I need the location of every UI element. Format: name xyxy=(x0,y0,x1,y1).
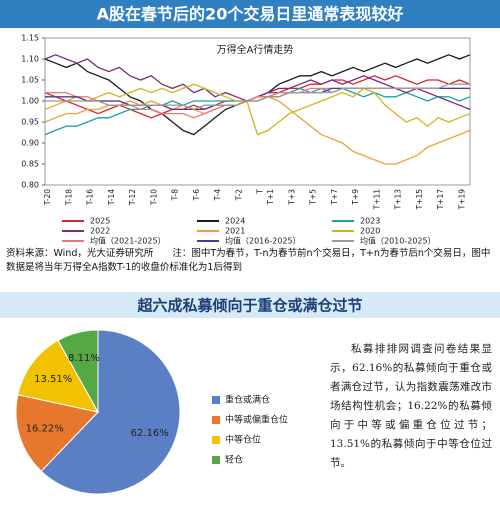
line xyxy=(44,83,471,136)
y-tick-label: 0.95 xyxy=(21,118,39,127)
x-tick-label: T+7 xyxy=(330,189,339,206)
x-tick-label: T-8 xyxy=(171,189,180,202)
legend-label: 中等或偏重仓位 xyxy=(225,414,288,426)
legend-swatch xyxy=(212,396,220,404)
y-tick-label: 1.00 xyxy=(21,97,39,106)
legend-label: 均值（2021-2025） xyxy=(90,236,166,246)
legend-label: 中等仓位 xyxy=(225,434,261,446)
x-tick-label: T-6 xyxy=(192,189,201,202)
banner xyxy=(0,0,500,28)
x-tick-label: T+15 xyxy=(415,189,424,211)
pie-slice xyxy=(40,329,181,495)
x-tick-label: T+13 xyxy=(394,189,403,211)
pie-slice xyxy=(15,394,99,472)
y-tick-label: 1.15 xyxy=(21,34,39,43)
legend-label: 重仓或满仓 xyxy=(225,394,270,406)
x-tick-label: T-20 xyxy=(43,189,52,206)
x-tick-label: T-18 xyxy=(64,189,73,206)
chart-title: A股在春节后的20个交易日里通常表现较好 xyxy=(97,5,404,24)
legend-swatch xyxy=(212,416,220,424)
legend-label: 2020 xyxy=(360,227,380,236)
data-label: 16.22% xyxy=(26,423,64,434)
x-tick-label: T-12 xyxy=(128,189,137,206)
y-tick-label: 0.90 xyxy=(21,139,39,148)
legend-label: 2021 xyxy=(225,227,245,236)
chart-title: 超六成私募倾向于重仓或满仓过节 xyxy=(136,297,362,315)
x-tick-label: T-14 xyxy=(107,189,116,206)
x-tick-label: T-4 xyxy=(213,189,222,202)
legend-label: 均值（2010-2025） xyxy=(360,236,436,246)
x-tick-label: T+19 xyxy=(457,189,466,211)
x-tick-label: T+11 xyxy=(372,189,381,211)
line xyxy=(44,87,471,136)
x-tick-label: T+1 xyxy=(266,189,275,206)
legend-label: 2024 xyxy=(225,217,245,226)
legend-label: 2025 xyxy=(90,217,110,226)
annotation: 私募排排网调查问卷结果显示，62.16%的私募倾向于重仓或者满仓过节，认为指数震… xyxy=(330,343,492,469)
legend-label: 2022 xyxy=(90,227,110,236)
legend-label: 2023 xyxy=(360,217,380,226)
legend-label: 均值（2016-2025） xyxy=(225,236,301,246)
line xyxy=(44,96,471,165)
legend-label: 轻仓 xyxy=(225,454,243,466)
chart-subtitle: 万得全A行情走势 xyxy=(217,43,294,56)
x-tick-label: T-16 xyxy=(86,189,95,206)
x-tick-label: T+5 xyxy=(309,189,318,206)
source-note: 资料来源：Wind，光大证券研究所 注：图中T为春节，T-n为春节前n个交易日，… xyxy=(6,248,491,273)
x-tick-label: T xyxy=(256,189,265,195)
y-tick-label: 1.05 xyxy=(21,76,39,85)
data-label: 13.51% xyxy=(34,374,72,385)
data-label: 8.11% xyxy=(68,353,100,364)
line xyxy=(45,83,470,111)
legend-swatch xyxy=(212,436,220,444)
line xyxy=(45,87,470,111)
banner xyxy=(0,292,500,318)
x-tick-label: T-2 xyxy=(234,189,243,202)
x-tick-label: T+17 xyxy=(436,189,445,211)
legend-swatch xyxy=(212,456,220,464)
x-tick-label: T-10 xyxy=(149,189,158,206)
pie-slice xyxy=(17,339,99,413)
y-tick-label: 1.10 xyxy=(21,55,39,64)
y-tick-label: 0.85 xyxy=(21,160,39,169)
pie-slice xyxy=(57,329,99,414)
plot-area xyxy=(44,37,471,186)
x-tick-label: T+3 xyxy=(287,189,296,206)
data-label: 62.16% xyxy=(131,428,169,439)
x-tick-label: T+9 xyxy=(351,189,360,206)
y-tick-label: 0.80 xyxy=(21,181,39,190)
